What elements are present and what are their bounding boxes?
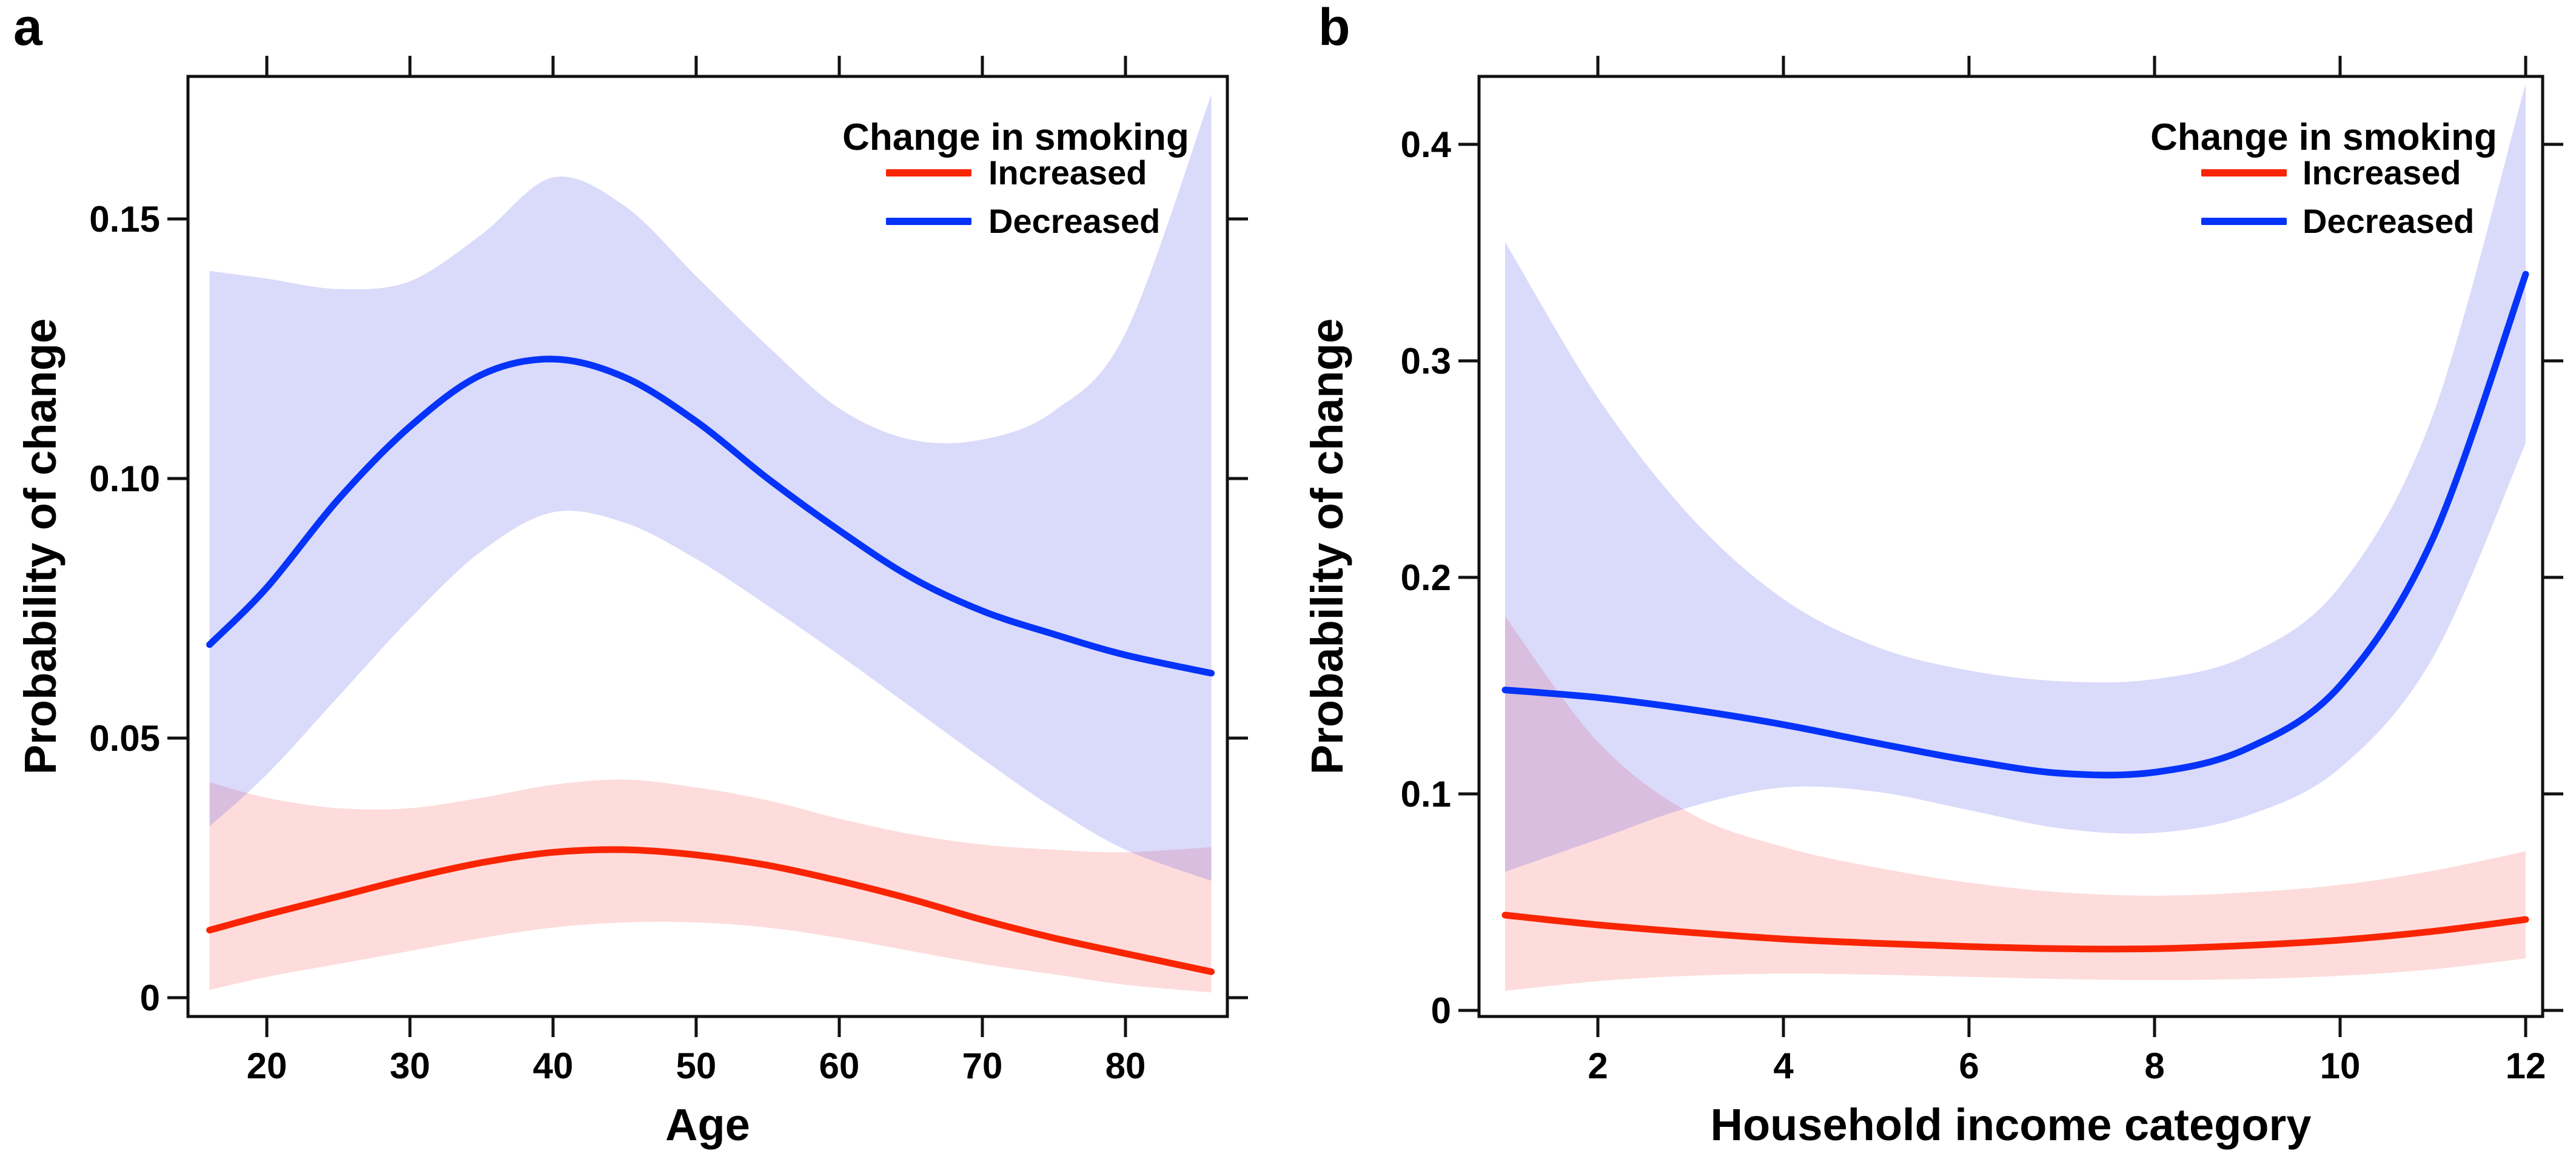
legend-item-label: Increased [988,153,1147,192]
panel-b: b 2 4 6 8 10 12 0 0.1 0.2 0.3 0.4 Household income … [1288,0,2576,1156]
panel-a: a 20 30 40 50 60 70 80 0 0.05 0.10 0.15 Age Probabil… [0,0,1288,1156]
y-tick-label: 0 [1431,990,1451,1031]
y-tick-label: 0.4 [1401,124,1452,165]
x-tick-label: 60 [819,1046,860,1086]
legend-swatch-decreased [886,218,971,225]
ci-band-decreased [1505,84,2526,872]
x-tick-label: 70 [962,1046,1003,1086]
y-tick-label: 0.3 [1401,341,1451,381]
ci-band-increased [209,779,1212,993]
plot-border [1477,75,2544,1018]
x-tick-label: 4 [1773,1046,1794,1086]
legend-item-label: Increased [2303,153,2461,192]
x-tick-label: 2 [1588,1046,1608,1086]
panel-a-chart: 20 30 40 50 60 70 80 0 0.05 0.10 0.15 Age Probabilit… [15,56,1248,1150]
ci-band-increased [1505,616,2526,991]
axis-y-label: Probability of change [15,318,65,774]
legend-swatch-increased [2201,169,2287,176]
plot-area-a [206,94,1215,993]
legend-title: Change in smoking [2150,116,2497,158]
x-tick-label: 80 [1105,1046,1146,1086]
legend-swatch-decreased [2201,218,2287,225]
plot-area-b [1501,84,2529,991]
y-tick-label: 0.15 [89,199,160,240]
series-line-increased [206,846,1215,975]
x-tick-label: 12 [2506,1046,2546,1086]
y-tick-label: 0 [140,978,160,1018]
legend-title: Change in smoking [842,116,1189,158]
series-line-increased [1501,912,2529,953]
series-line-decreased [1501,270,2529,779]
x-tick-label: 20 [247,1046,287,1086]
legend-swatch-increased [886,169,971,176]
x-tick-label: 6 [1959,1046,1979,1086]
x-tick-label: 8 [2144,1046,2164,1086]
y-tick-label: 0.2 [1401,557,1451,598]
y-tick-label: 0.1 [1401,774,1451,815]
panel-b-chart: 2 4 6 8 10 12 0 0.1 0.2 0.3 0.4 Household income ca… [1302,56,2563,1150]
axis-x-label: Age [665,1100,750,1150]
x-tick-label: 40 [533,1046,574,1086]
x-tick-label: 30 [390,1046,431,1086]
y-tick-label: 0.10 [89,459,160,499]
plot-border [186,75,1229,1018]
axis-y-label: Probability of change [1302,318,1352,774]
series-line-decreased [206,355,1215,677]
panel-a-letter: a [13,0,42,56]
ci-band-decreased [209,94,1212,881]
legend-item-label: Decreased [2303,202,2474,240]
legend-item-label: Decreased [988,202,1160,240]
x-tick-label: 50 [676,1046,717,1086]
panel-b-letter: b [1318,0,1350,56]
x-tick-label: 10 [2320,1046,2361,1086]
axis-x-label: Household income category [1711,1100,2312,1150]
y-tick-label: 0.05 [89,718,160,759]
